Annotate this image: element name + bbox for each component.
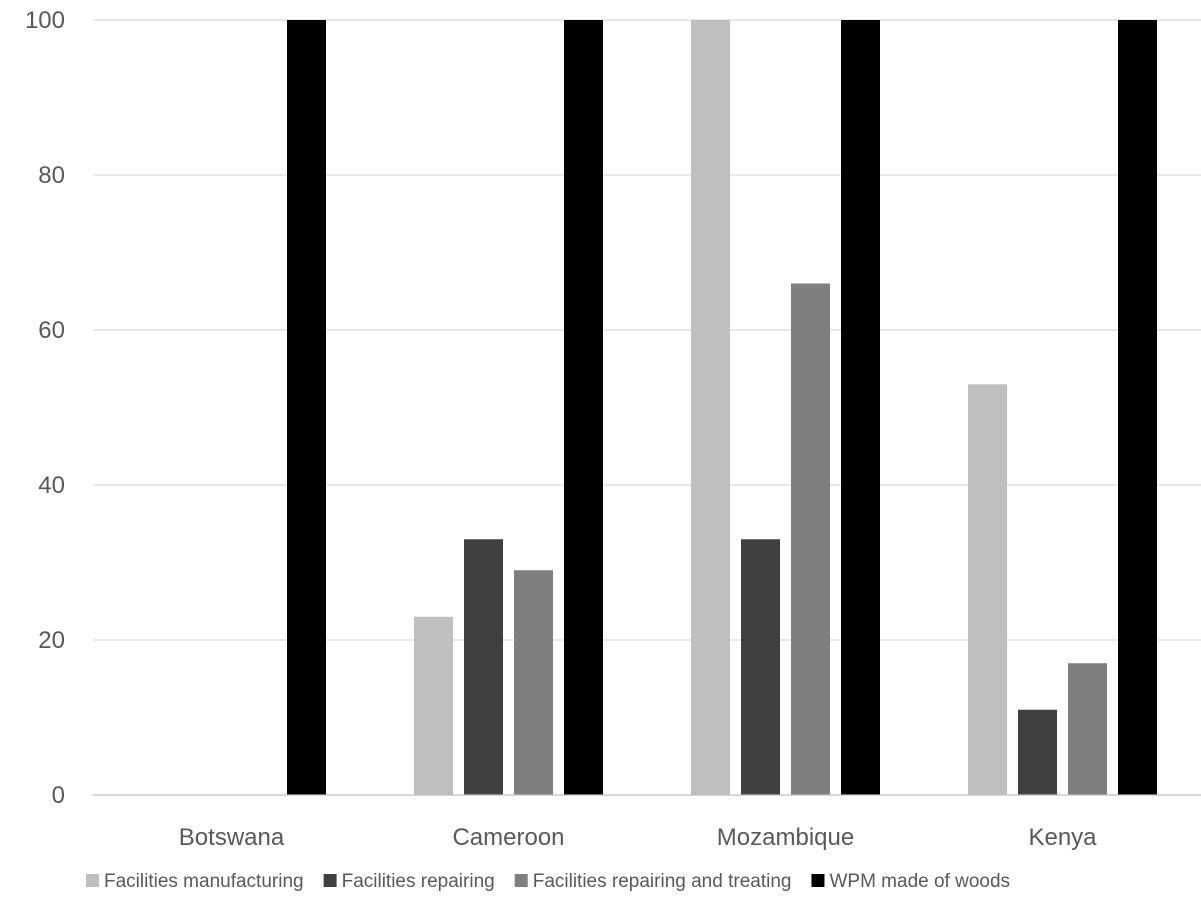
x-axis-category-labels: Botswana Cameroon Mozambique Kenya (179, 824, 1097, 851)
bar (968, 384, 1007, 795)
bar (1018, 709, 1057, 795)
legend-swatch (811, 874, 825, 887)
y-tick-label: 100 (25, 7, 65, 34)
bar (691, 20, 730, 795)
bar (1068, 663, 1107, 795)
legend-swatch (514, 874, 528, 887)
y-axis-tick-labels: 0 20 40 60 80 100 (25, 7, 65, 809)
x-category-label: Kenya (1028, 824, 1097, 851)
y-tick-label: 60 (38, 317, 65, 344)
y-tick-label: 40 (38, 472, 65, 499)
legend-label: WPM made of woods (829, 871, 1010, 892)
legend: Facilities manufacturing Facilities repai… (86, 871, 1010, 892)
legend-swatch (86, 874, 99, 887)
legend-label: Facilities manufacturing (104, 871, 304, 892)
legend-swatch (323, 874, 337, 887)
legend-label: Facilities repairing and treating (533, 871, 792, 892)
bar (564, 20, 603, 795)
x-category-label: Mozambique (717, 824, 854, 851)
x-category-label: Cameroon (452, 824, 564, 851)
bar (414, 616, 453, 795)
y-tick-label: 20 (38, 627, 65, 654)
bar (287, 20, 326, 795)
bar (741, 539, 780, 795)
gridlines (93, 19, 1201, 641)
y-tick-label: 0 (52, 782, 65, 809)
bar (514, 570, 553, 795)
y-tick-label: 80 (38, 162, 65, 189)
bar (1118, 20, 1157, 795)
bar (841, 20, 880, 795)
bar (464, 539, 503, 795)
legend-label: Facilities repairing (342, 871, 495, 892)
x-category-label: Botswana (179, 824, 285, 851)
bars (287, 20, 1157, 795)
bar (791, 283, 830, 795)
